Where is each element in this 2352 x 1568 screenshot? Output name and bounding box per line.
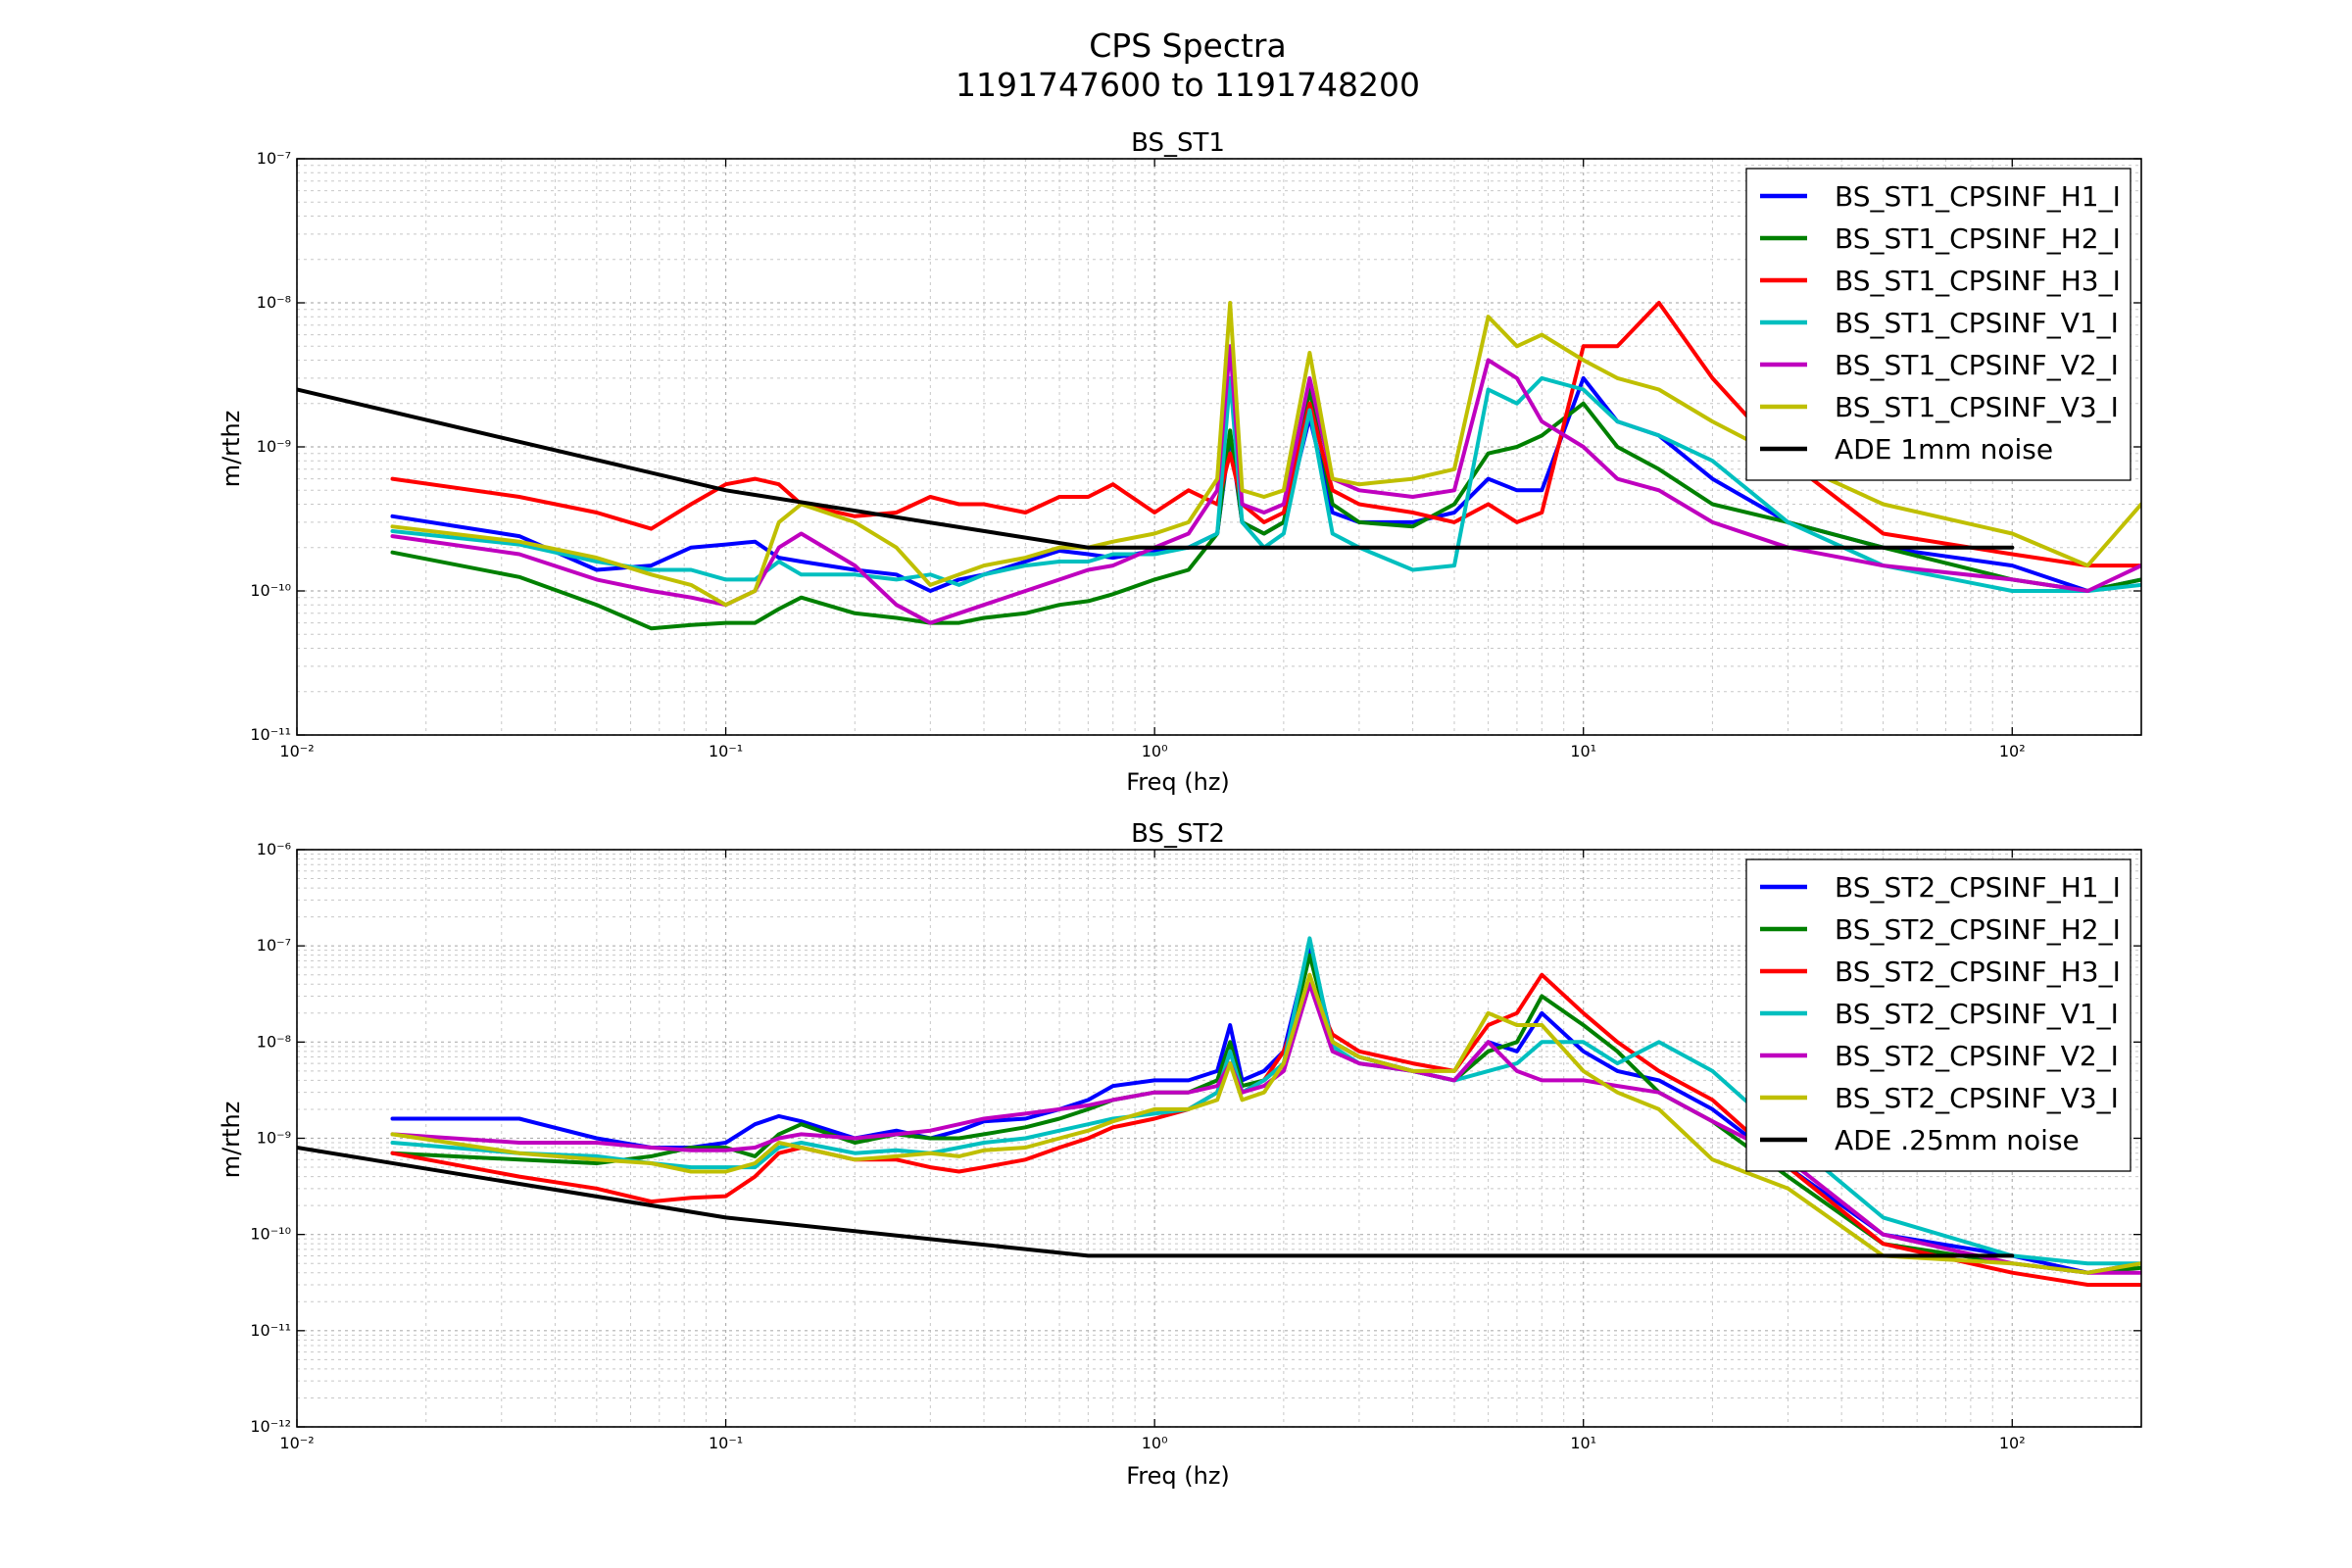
x-tick-label: 10⁻¹: [709, 1434, 743, 1452]
y-tick-label: 10⁻¹¹: [250, 1321, 291, 1340]
series-line-4: [390, 375, 2141, 593]
series-line-7: [297, 1146, 2015, 1258]
series-line-6: [390, 972, 2141, 1275]
legend-label: ADE 1mm noise: [1835, 433, 2053, 466]
legend-box: [1745, 858, 2132, 1172]
y-tick-label: 10⁻⁶: [257, 840, 291, 858]
y-tick-label: 10⁻¹²: [250, 1417, 291, 1436]
figure-title-line2: 1191747600 to 1191748200: [956, 66, 1420, 104]
series-line-1: [390, 944, 2141, 1275]
ticks: 10⁻² 10⁻¹ 10⁰ 10¹ 10² 10⁻¹¹ 10⁻¹⁰ 10⁻⁹ 10⁻⁸ 10⁻⁷: [250, 149, 2141, 760]
series-line-6: [390, 301, 2141, 608]
legend-label: ADE .25mm noise: [1835, 1124, 2080, 1156]
y-axis-label: m/rthz: [218, 1102, 245, 1179]
x-tick-label: 10²: [1999, 1434, 2026, 1452]
y-tick-label: 10⁻¹¹: [250, 725, 291, 744]
legend: BS_ST1_CPSINF_H1_I BS_ST1_CPSINF_H2_I BS_S…: [1745, 168, 2132, 481]
y-tick-label: 10⁻⁸: [257, 1032, 291, 1051]
legend-label: BS_ST2_CPSINF_H3_I: [1835, 956, 2121, 988]
legend-label: BS_ST1_CPSINF_H3_I: [1835, 265, 2121, 297]
x-tick-label: 10⁻²: [279, 742, 314, 760]
x-tick-label: 10¹: [1570, 1434, 1596, 1452]
panel-bs-st1: BS_ST1 Freq (hz) m/rthz 10⁻² 10⁻¹ 10⁰ 10¹ 10…: [218, 128, 2142, 796]
ticks: 10⁻² 10⁻¹ 10⁰ 10¹ 10² 10⁻¹² 10⁻¹¹ 10⁻¹⁰ 10⁻⁹ 10⁻⁸…: [250, 840, 2141, 1452]
y-axis-label: m/rthz: [218, 411, 245, 488]
series-line-5: [390, 344, 2141, 625]
x-tick-label: 10²: [1999, 742, 2026, 760]
y-tick-label: 10⁻⁸: [257, 293, 291, 312]
x-tick-label: 10¹: [1570, 742, 1596, 760]
legend-label: BS_ST1_CPSINF_H2_I: [1835, 222, 2121, 255]
series-line-5: [390, 982, 2141, 1275]
x-tick-label: 10⁰: [1142, 1434, 1168, 1452]
x-tick-label: 10⁻¹: [709, 742, 743, 760]
x-axis-label: Freq (hz): [1126, 1462, 1230, 1490]
y-tick-label: 10⁻⁹: [257, 1129, 291, 1148]
axes-frame: [296, 849, 2142, 1428]
x-tick-label: 10⁰: [1142, 742, 1168, 760]
y-tick-label: 10⁻⁹: [257, 437, 291, 456]
legend-label: BS_ST2_CPSINF_H2_I: [1835, 913, 2121, 946]
panel-bs-st2: BS_ST2 Freq (hz) m/rthz 10⁻² 10⁻¹ 10⁰ 10¹ 10…: [218, 819, 2142, 1490]
x-tick-label: 10⁻²: [279, 1434, 314, 1452]
legend: BS_ST2_CPSINF_H1_I BS_ST2_CPSINF_H2_I BS_S…: [1745, 858, 2132, 1172]
legend-label: BS_ST2_CPSINF_V2_I: [1835, 1040, 2119, 1072]
legend-label: BS_ST1_CPSINF_V2_I: [1835, 349, 2119, 381]
series-group: [297, 936, 2141, 1287]
y-tick-label: 10⁻⁷: [257, 149, 291, 168]
y-tick-label: 10⁻¹⁰: [250, 1225, 291, 1244]
x-axis-label: Freq (hz): [1126, 768, 1230, 796]
legend-label: BS_ST2_CPSINF_V1_I: [1835, 998, 2119, 1030]
series-group: [297, 301, 2141, 631]
series-line-7: [297, 387, 2015, 550]
legend-label: BS_ST1_CPSINF_H1_I: [1835, 180, 2121, 213]
axes-frame: [296, 158, 2142, 736]
legend-label: BS_ST1_CPSINF_V1_I: [1835, 307, 2119, 339]
panel-title: BS_ST2: [1131, 819, 1225, 849]
y-tick-label: 10⁻¹⁰: [250, 581, 291, 600]
legend-box: [1745, 168, 2132, 481]
y-tick-label: 10⁻⁷: [257, 936, 291, 955]
legend-label: BS_ST2_CPSINF_H1_I: [1835, 871, 2121, 904]
figure-title-line1: CPS Spectra: [1089, 26, 1286, 65]
grid: [296, 158, 2142, 736]
panel-title: BS_ST1: [1131, 128, 1225, 158]
legend-label: BS_ST2_CPSINF_V3_I: [1835, 1082, 2119, 1114]
legend-label: BS_ST1_CPSINF_V3_I: [1835, 391, 2119, 423]
